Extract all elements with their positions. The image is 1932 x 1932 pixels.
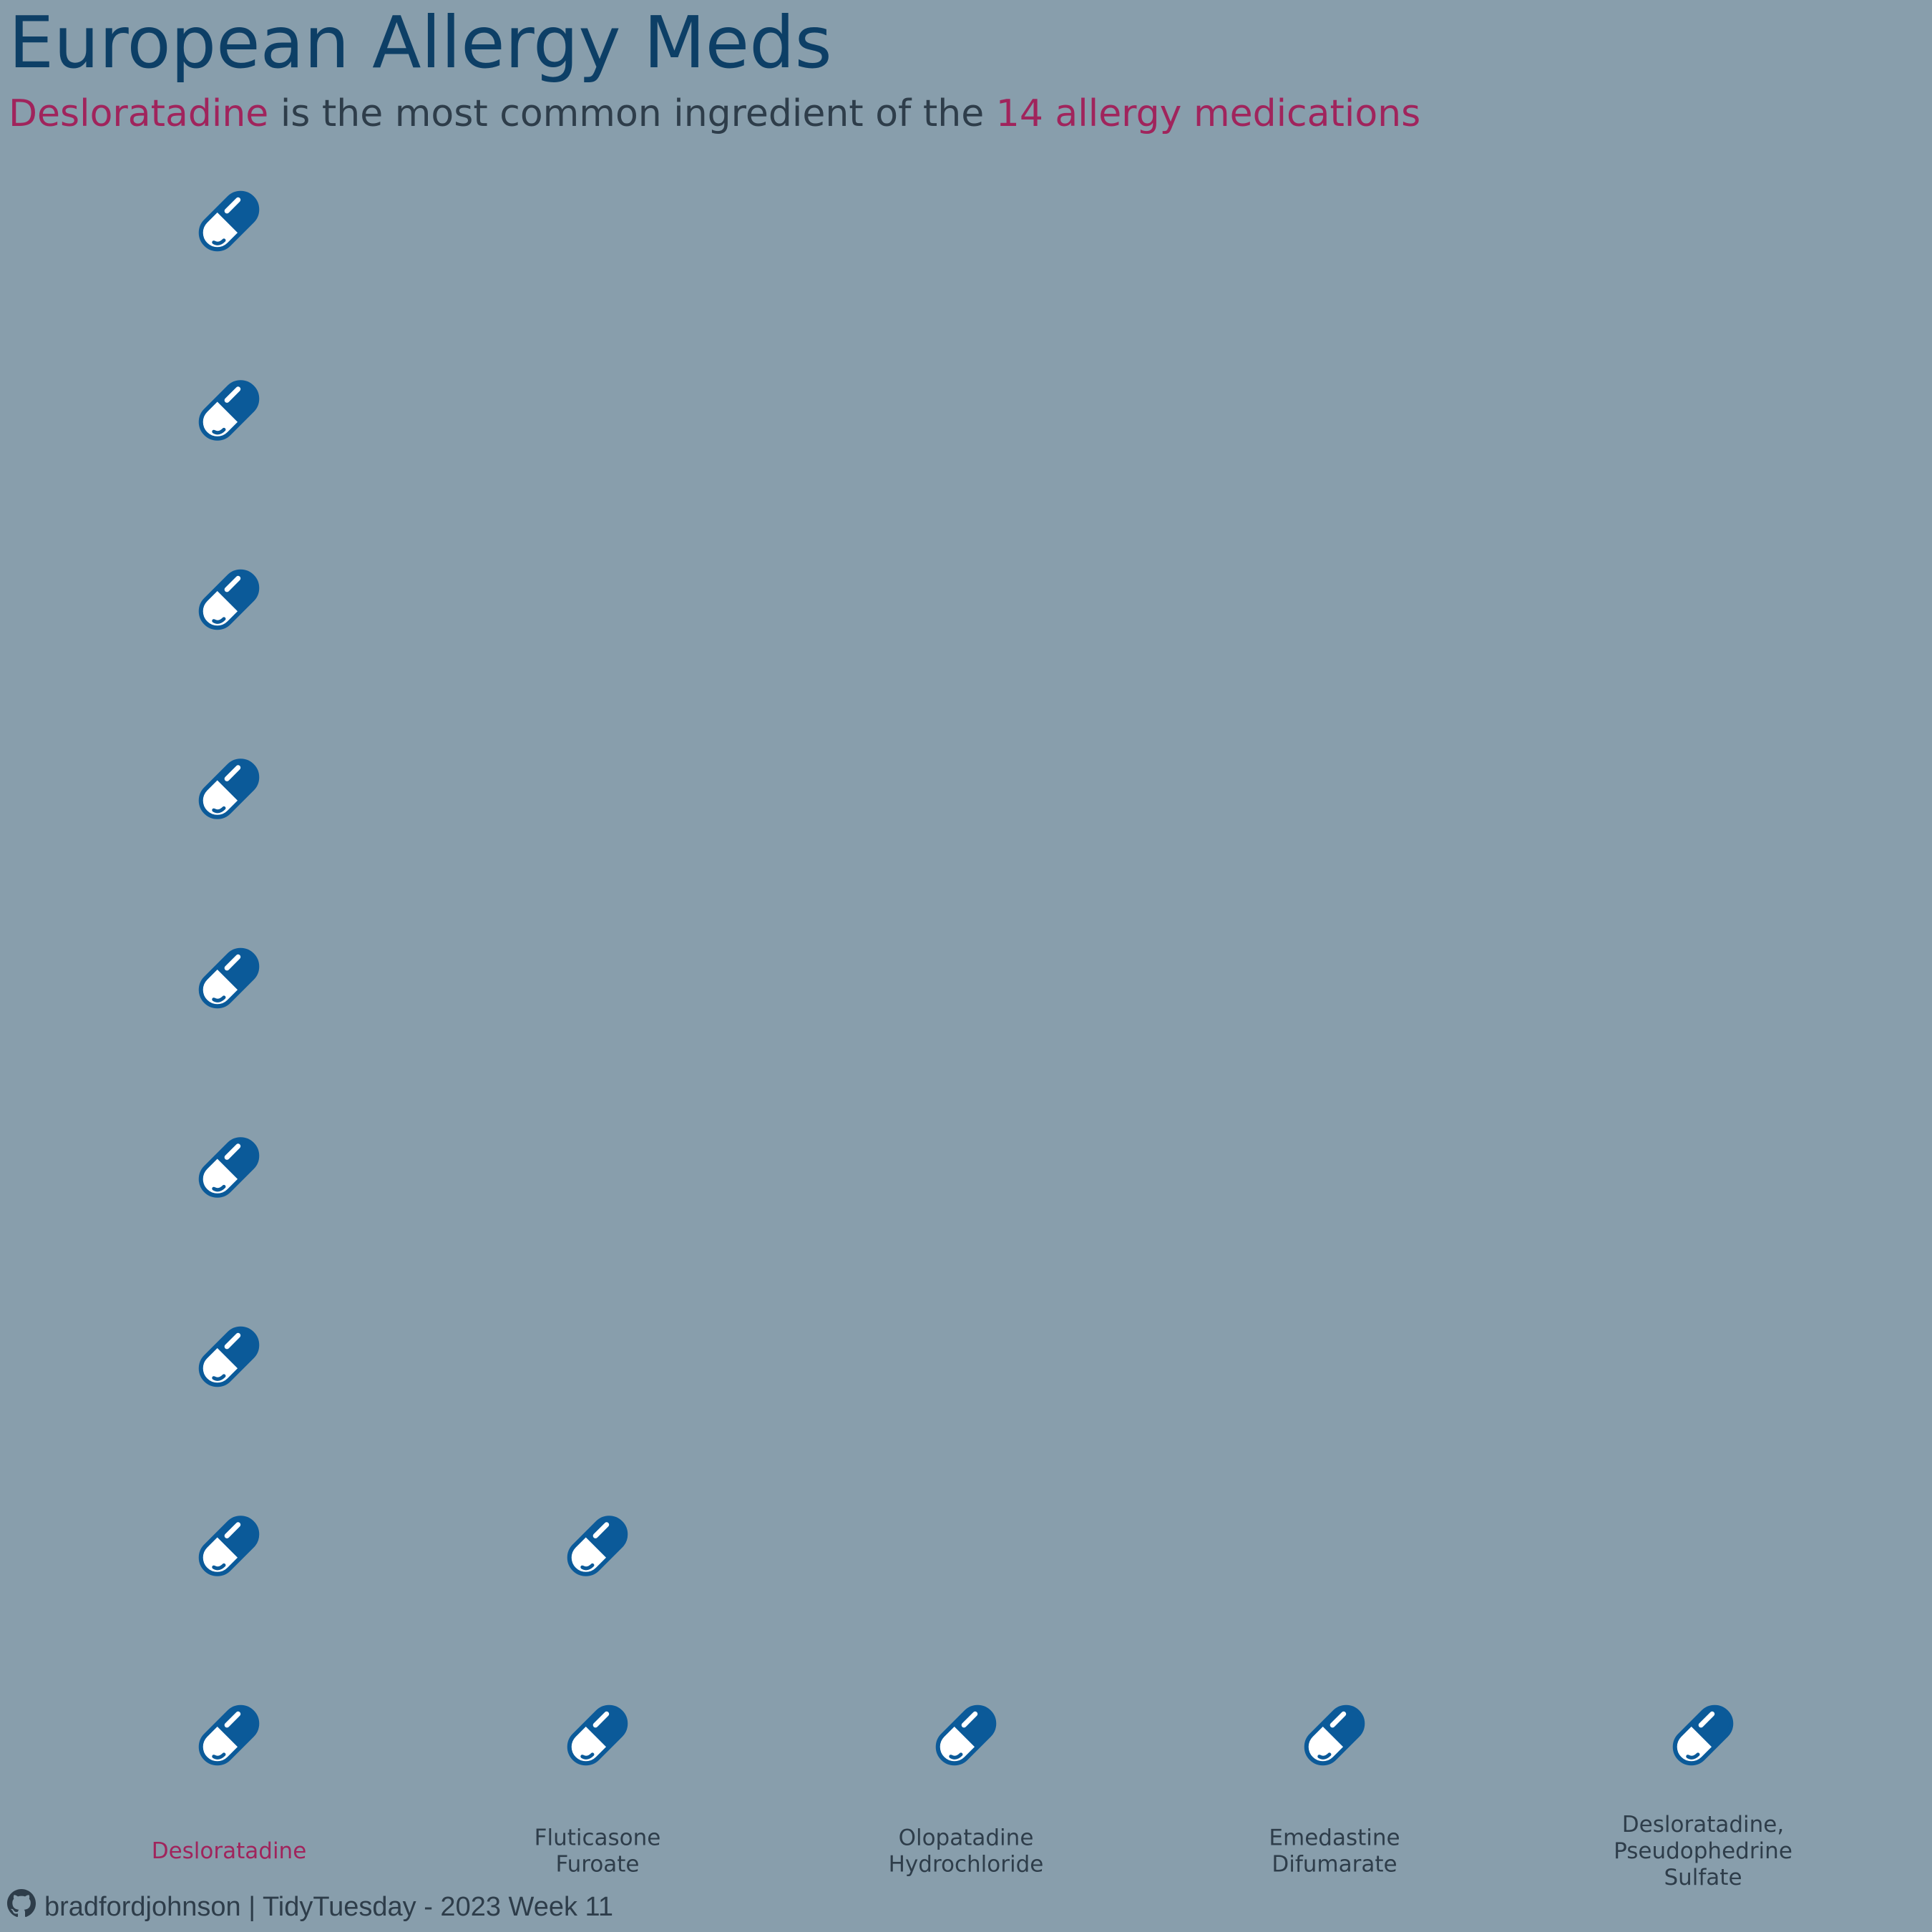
subtitle-highlight-ingredient: Desloratadine: [9, 92, 269, 135]
category-label-line: Fluticasone: [535, 1825, 661, 1851]
subtitle-text: is the most common ingredient of the: [268, 92, 996, 135]
category-label-line: Hydrochloride: [889, 1852, 1044, 1878]
pill-icon: [931, 1700, 1001, 1770]
category-label: Olopatadine Hydrochloride: [889, 1825, 1044, 1878]
category-label: Desloratadine, Pseudophedrine Sulfate: [1614, 1812, 1792, 1890]
pill-icon: [194, 376, 264, 446]
pill-icon: [1668, 1700, 1738, 1770]
pill-icon: [194, 1700, 264, 1770]
category-label: Fluticasone Furoate: [535, 1825, 661, 1878]
pill-icon: [194, 754, 264, 824]
caption-text: bradfordjohnson | TidyTuesday - 2023 Wee…: [44, 1891, 613, 1922]
subtitle-highlight-count: 14 allergy medications: [995, 92, 1421, 135]
category-label-line: Desloratadine,: [1622, 1812, 1784, 1838]
pill-icon: [1299, 1700, 1370, 1770]
category-label-line: Difumarate: [1272, 1852, 1397, 1878]
pill-icon: [194, 1133, 264, 1203]
pill-icon: [562, 1700, 633, 1770]
pill-icon: [194, 186, 264, 256]
category-label-line: Pseudophedrine: [1614, 1838, 1792, 1864]
pill-icon: [194, 1511, 264, 1581]
github-icon: [7, 1889, 36, 1925]
category-label: Desloratadine: [152, 1838, 307, 1864]
pill-icon: [562, 1511, 633, 1581]
category-label: Emedastine Difumarate: [1269, 1825, 1400, 1878]
pill-icon: [194, 1322, 264, 1392]
category-label-line: Sulfate: [1664, 1865, 1742, 1890]
caption: bradfordjohnson | TidyTuesday - 2023 Wee…: [7, 1889, 613, 1925]
chart-subtitle: Desloratadine is the most common ingredi…: [9, 92, 1420, 136]
pill-icon: [194, 943, 264, 1013]
category-label-line: Emedastine: [1269, 1825, 1400, 1851]
chart-title: European Allergy Meds: [9, 1, 832, 84]
pill-icon: [194, 565, 264, 635]
category-label-line: Desloratadine: [152, 1838, 307, 1864]
category-label-line: Furoate: [555, 1852, 639, 1878]
category-label-line: Olopatadine: [899, 1825, 1034, 1851]
